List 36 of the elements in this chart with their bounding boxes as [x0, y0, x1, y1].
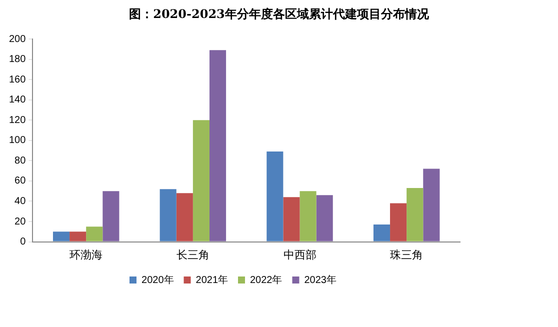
bar — [266, 152, 284, 242]
y-tick-label: 160 — [8, 74, 26, 86]
x-tick-label: 珠三角 — [390, 248, 424, 262]
bar — [209, 50, 226, 242]
y-tick-label: 40 — [14, 196, 26, 207]
legend-label: 2023年 — [304, 274, 336, 286]
bar — [52, 232, 70, 242]
y-tick-label: 60 — [14, 176, 26, 187]
y-tick-label: 100 — [8, 135, 26, 146]
x-tick-label: 长三角 — [176, 248, 210, 262]
y-tick-label: 0 — [20, 236, 26, 248]
y-tick-label: 20 — [14, 216, 26, 228]
bar — [176, 193, 193, 242]
bar — [300, 191, 316, 242]
bar — [283, 197, 300, 242]
bar — [373, 224, 390, 242]
x-tick-label: 中西部 — [283, 248, 316, 262]
bar — [423, 168, 440, 242]
bar — [192, 120, 210, 242]
y-tick-label: 200 — [8, 34, 26, 45]
y-tick-label: 180 — [8, 54, 26, 66]
y-tick-label: 80 — [14, 155, 26, 166]
bar — [160, 189, 176, 242]
bar — [102, 191, 120, 242]
y-tick-label: 140 — [8, 94, 26, 106]
bar — [406, 188, 424, 242]
legend-label: 2020年 — [142, 274, 174, 286]
chart-title: 图：2020-2023年分年度各区域累计代建项目分布情况 — [128, 6, 430, 23]
bar — [86, 226, 103, 242]
legend-label: 2022年 — [250, 274, 282, 286]
bar — [316, 195, 333, 242]
legend-label: 2021年 — [196, 274, 228, 286]
bar — [70, 232, 86, 242]
y-tick-label: 120 — [8, 114, 26, 126]
x-tick-label: 环渤海 — [70, 248, 103, 262]
bar — [390, 203, 407, 242]
